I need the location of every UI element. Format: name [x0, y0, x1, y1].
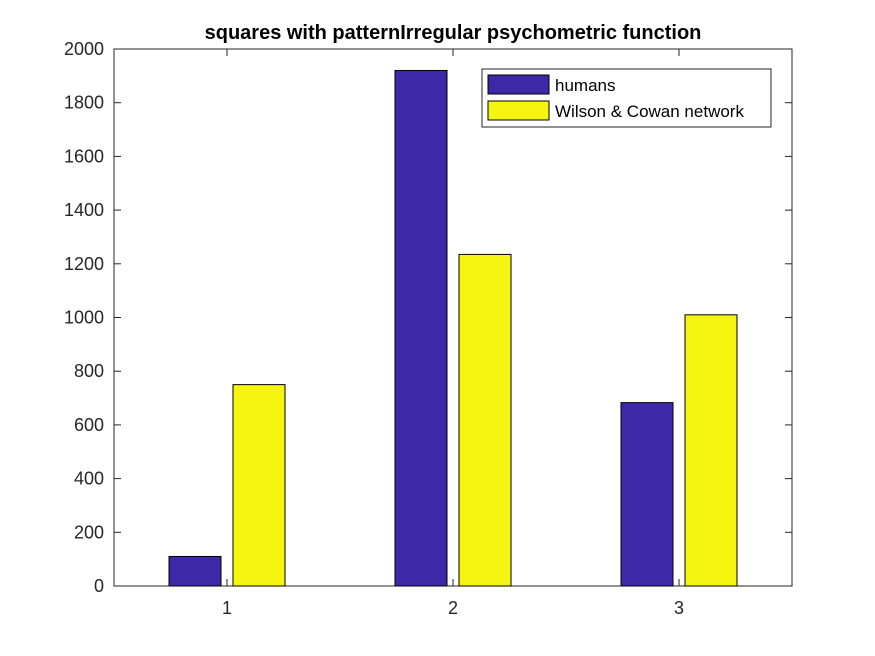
legend-swatch-wilson-cowan-network: [487, 100, 550, 121]
y-tick-label: 400: [74, 469, 104, 489]
y-tick-label: 0: [94, 576, 104, 596]
y-tick-label: 800: [74, 361, 104, 381]
bar-humans-2: [394, 69, 448, 587]
y-tick-label: 2000: [64, 39, 104, 59]
bar-wilson-cowan-network-3: [684, 314, 738, 587]
legend[interactable]: humans Wilson & Cowan network: [481, 68, 772, 128]
y-tick-label: 1600: [64, 146, 104, 166]
y-axis: 0 200 400 600 800 1000 1200 1400 1600 1800 2000: [64, 39, 792, 596]
bars-group: [168, 69, 738, 587]
legend-label-humans: humans: [555, 76, 615, 95]
chart-title: squares with patternIrregular psychometr…: [205, 22, 702, 44]
y-tick-label: 200: [74, 522, 104, 542]
x-tick-label: 1: [222, 598, 232, 618]
x-tick-label: 3: [674, 598, 684, 618]
y-tick-label: 1000: [64, 308, 104, 328]
bar-humans-1: [168, 555, 222, 587]
plot-area: [113, 48, 793, 587]
y-tick-label: 600: [74, 415, 104, 435]
x-tick-label: 2: [448, 598, 458, 618]
x-axis: 1 2 3: [222, 49, 684, 618]
legend-label-wilson-cowan-network: Wilson & Cowan network: [555, 102, 744, 121]
y-tick-label: 1200: [64, 254, 104, 274]
y-tick-label: 1400: [64, 200, 104, 220]
bar-humans-3: [620, 402, 674, 587]
legend-swatch-humans: [487, 74, 550, 95]
bar-wilson-cowan-network-2: [458, 253, 512, 587]
bar-wilson-cowan-network-1: [232, 384, 286, 587]
y-tick-label: 1800: [64, 93, 104, 113]
